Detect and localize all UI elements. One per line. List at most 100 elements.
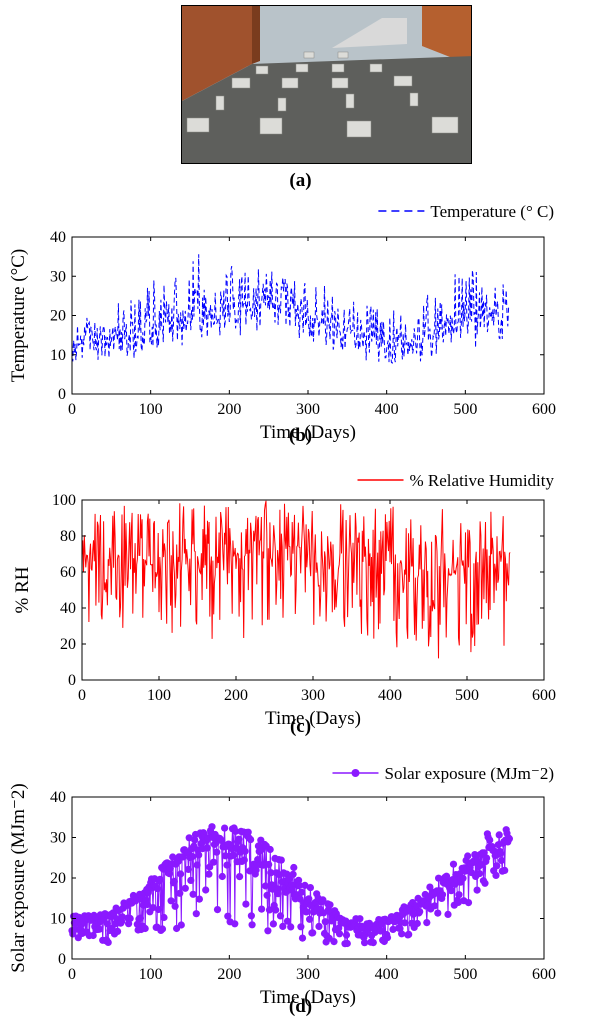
rooftop-photo [181, 5, 472, 164]
data-point [167, 897, 175, 905]
data-point [501, 866, 509, 874]
x-tick-label: 0 [68, 401, 76, 418]
data-point [126, 914, 134, 923]
y-tick-label: 40 [50, 789, 66, 806]
data-point [464, 852, 472, 860]
data-point [221, 852, 229, 860]
data-point [475, 870, 484, 878]
data-point [298, 888, 306, 896]
data-point [444, 910, 452, 918]
data-point [297, 923, 305, 931]
data-point [483, 854, 491, 862]
data-point [369, 939, 377, 947]
data-point [431, 902, 439, 910]
data-point [171, 902, 179, 910]
data-point [203, 844, 211, 852]
data-point [248, 921, 256, 929]
y-tick-label: 10 [50, 911, 66, 928]
data-point [265, 860, 273, 869]
data-point [188, 853, 196, 861]
y-tick-label: 40 [50, 229, 66, 246]
series-line [71, 254, 510, 364]
data-point [309, 929, 317, 937]
data-point [232, 827, 240, 835]
data-point [170, 877, 178, 885]
x-tick-label: 400 [378, 687, 402, 704]
data-point [497, 856, 506, 865]
plot-frame [71, 236, 545, 395]
data-point [193, 861, 201, 869]
data-point [497, 849, 505, 857]
y-tick-label: 20 [50, 870, 66, 887]
data-point [103, 920, 111, 928]
data-point [305, 895, 313, 903]
data-point [356, 915, 364, 923]
data-point [192, 910, 200, 918]
data-point [141, 924, 149, 933]
x-axis-label: Time (Days) [260, 422, 356, 443]
data-point [258, 905, 266, 913]
data-point [252, 866, 260, 874]
data-point [435, 874, 443, 882]
data-point [473, 886, 481, 894]
y-tick-label: 0 [58, 386, 66, 403]
data-point [114, 927, 122, 935]
x-tick-label: 100 [139, 966, 163, 983]
data-point [189, 890, 197, 898]
data-point [241, 847, 249, 855]
data-point [218, 872, 226, 881]
data-point [202, 886, 210, 894]
data-point [306, 884, 314, 892]
data-point [289, 870, 297, 878]
data-point [89, 931, 97, 940]
data-point [290, 863, 298, 872]
data-point [244, 828, 252, 836]
data-point [306, 915, 314, 923]
x-axis-label: Time (Days) [260, 987, 356, 1008]
data-point [235, 835, 243, 843]
x-tick-label: 300 [301, 687, 325, 704]
x-tick-label: 0 [68, 966, 76, 983]
data-point [302, 908, 310, 916]
data-point [136, 914, 144, 922]
y-tick-label: 100 [52, 492, 76, 509]
data-point [447, 887, 455, 895]
x-tick-label: 300 [296, 401, 320, 418]
data-point [263, 891, 271, 899]
data-point [301, 881, 309, 889]
data-point [495, 831, 503, 839]
x-tick-label: 0 [78, 687, 86, 704]
data-point [158, 925, 167, 933]
y-axis-label: Solar exposure (MJm⁻2) [8, 783, 29, 972]
data-point [493, 862, 501, 870]
data-point [342, 931, 351, 939]
data-point [208, 823, 216, 831]
data-point [187, 876, 195, 884]
data-point [210, 858, 218, 866]
data-point [492, 871, 500, 879]
y-tick-label: 20 [60, 636, 76, 653]
data-point [221, 824, 229, 832]
data-point [438, 891, 447, 899]
data-point [236, 873, 244, 881]
y-tick-label: 60 [60, 564, 76, 581]
data-point [409, 910, 417, 918]
data-point [389, 925, 397, 933]
data-point [416, 908, 424, 916]
y-tick-label: 80 [60, 528, 76, 545]
data-point [176, 889, 184, 897]
data-point [223, 861, 231, 869]
data-point [240, 856, 248, 864]
x-tick-label: 500 [453, 966, 477, 983]
panel-label-a: (a) [289, 170, 312, 191]
data-point [160, 913, 168, 922]
data-point [169, 853, 177, 861]
data-point [279, 922, 287, 930]
data-point [95, 925, 104, 933]
data-point [283, 917, 292, 925]
data-point [229, 851, 237, 859]
data-point [449, 860, 458, 868]
data-point [177, 870, 185, 878]
data-point [205, 870, 213, 878]
data-point [165, 870, 174, 878]
